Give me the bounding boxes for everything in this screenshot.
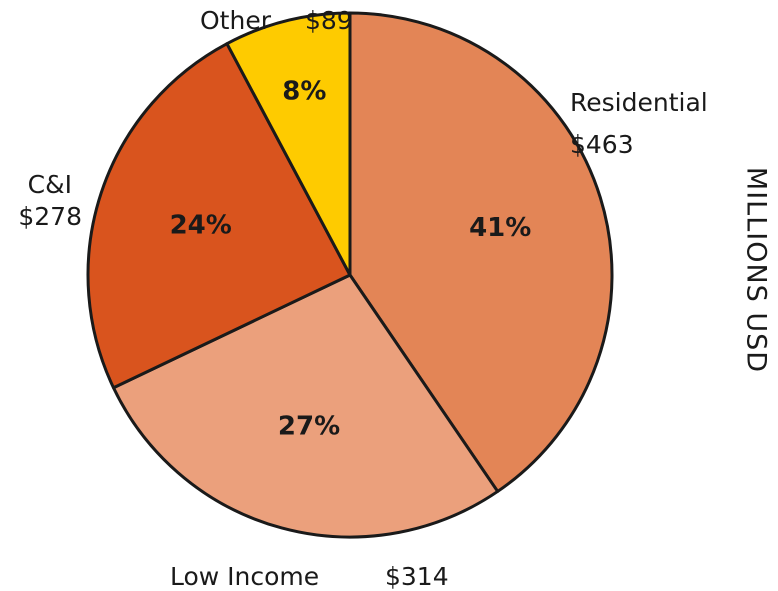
category-label: C&I [28,170,72,199]
pie-slice [112,273,500,539]
percent-label: 8% [282,76,326,106]
percent-label: 27% [278,411,340,441]
category-label: Low Income [170,562,319,591]
category-label: Other [200,6,272,35]
percent-label: 41% [469,213,531,243]
value-label: $463 [570,130,634,159]
value-label: $89 [305,6,353,35]
pie-slice [225,11,352,277]
pie-slice [348,11,614,493]
pie-slice [86,42,352,390]
axis-label: MILLIONS USD [741,167,772,373]
value-label: $314 [385,562,449,591]
value-label: $278 [18,202,82,231]
percent-label: 24% [170,210,232,240]
category-label: Residential [570,88,708,117]
